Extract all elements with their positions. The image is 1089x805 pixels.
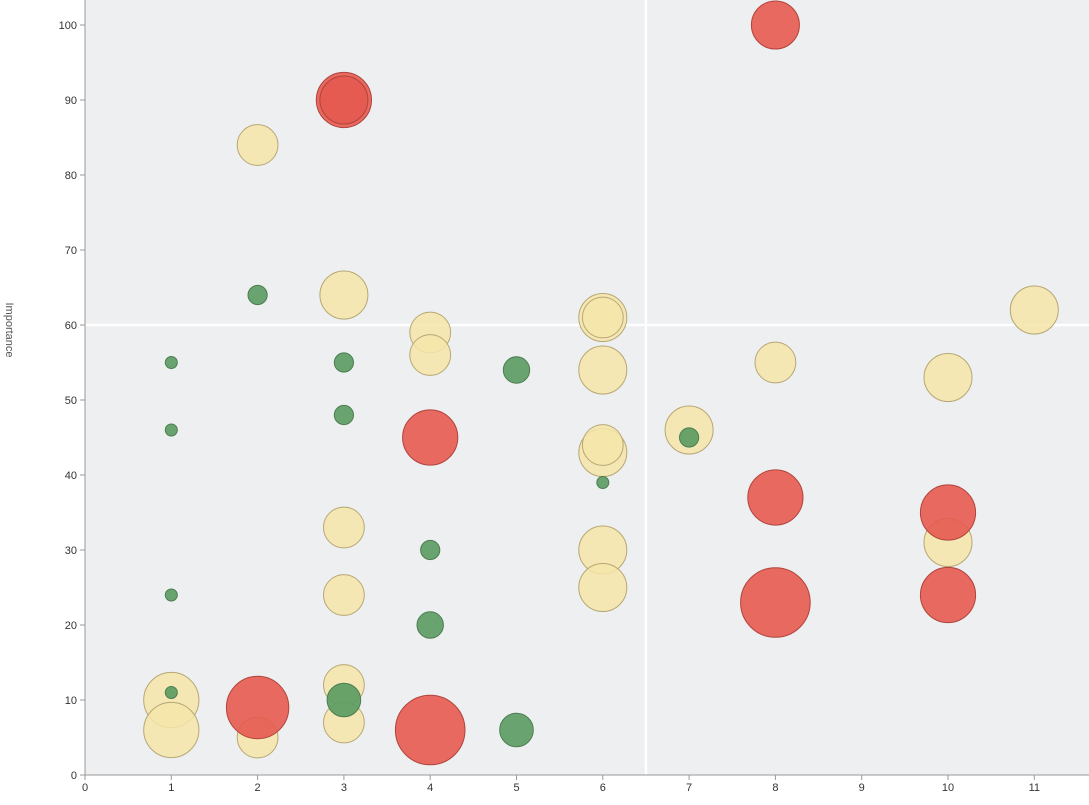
bubble-green[interactable]	[596, 476, 610, 489]
y-tick-label: 0	[71, 770, 77, 782]
x-tick-label: 2	[255, 782, 261, 794]
y-tick-label: 100	[59, 20, 77, 32]
bubble-red[interactable]	[740, 567, 811, 638]
bubble-green[interactable]	[333, 352, 354, 373]
y-tick-label: 30	[65, 545, 77, 557]
bubble-yellow[interactable]	[1009, 285, 1059, 335]
y-tick-label: 50	[65, 395, 77, 407]
x-tick-label: 9	[859, 782, 865, 794]
x-tick-label: 7	[686, 782, 692, 794]
y-axis-title: Importance	[3, 302, 15, 357]
x-tick-label: 11	[1029, 782, 1040, 794]
bubble-yellow[interactable]	[581, 424, 624, 466]
bubble-layer	[143, 0, 1059, 766]
bubble-yellow[interactable]	[581, 296, 624, 339]
x-tick-label: 8	[772, 782, 778, 794]
bubble-green[interactable]	[502, 356, 531, 384]
y-tick-label: 40	[65, 470, 77, 482]
x-tick-label: 10	[942, 782, 954, 794]
x-tick-label: 4	[427, 782, 433, 794]
y-tick-label: 90	[65, 95, 77, 107]
y-tick-label: 20	[65, 620, 77, 632]
bubble-red[interactable]	[919, 484, 977, 541]
bubble-green[interactable]	[164, 588, 178, 602]
bubble-green[interactable]	[499, 712, 534, 748]
bubble-yellow[interactable]	[323, 574, 365, 616]
bubble-yellow[interactable]	[323, 506, 365, 549]
bubble-green[interactable]	[416, 611, 444, 639]
bubble-yellow[interactable]	[143, 701, 200, 759]
bubble-green[interactable]	[679, 427, 700, 448]
x-tick-label: 3	[341, 782, 347, 794]
bubble-yellow[interactable]	[923, 353, 973, 402]
bubble-green[interactable]	[164, 356, 178, 369]
y-tick-label: 10	[65, 695, 77, 707]
bubble-yellow[interactable]	[319, 270, 369, 320]
bubble-yellow[interactable]	[236, 124, 279, 166]
bubble-green[interactable]	[164, 423, 178, 437]
bubble-yellow[interactable]	[578, 345, 628, 395]
bubble-red[interactable]	[919, 566, 977, 624]
bubble-green[interactable]	[326, 682, 362, 718]
bubble-yellow[interactable]	[754, 341, 797, 384]
x-tick-label: 0	[82, 782, 88, 794]
x-tick-label: 1	[168, 782, 174, 794]
x-tick-label: 6	[600, 782, 606, 794]
y-tick-label: 80	[65, 170, 77, 182]
x-tick-label: 5	[513, 782, 519, 794]
bubble-red[interactable]	[750, 0, 800, 50]
bubble-red[interactable]	[394, 694, 466, 766]
bubble-green[interactable]	[164, 686, 178, 699]
bubble-red[interactable]	[402, 409, 459, 466]
y-tick-label: 70	[65, 245, 77, 257]
bubble-green[interactable]	[333, 404, 354, 426]
y-tick-label: 60	[65, 320, 77, 332]
bubble-red[interactable]	[225, 675, 290, 740]
bubble-red[interactable]	[747, 469, 804, 526]
bubble-green[interactable]	[420, 539, 441, 561]
axes: 0 10 20 30 40 50 60 70 80 90 100 0 1 2 3 4 5 6 7 8 9 10 11	[59, 0, 1089, 794]
bubble-yellow[interactable]	[578, 563, 628, 612]
bubble-red[interactable]	[319, 75, 369, 125]
bubble-green[interactable]	[247, 284, 268, 306]
bubble-yellow[interactable]	[409, 334, 452, 376]
